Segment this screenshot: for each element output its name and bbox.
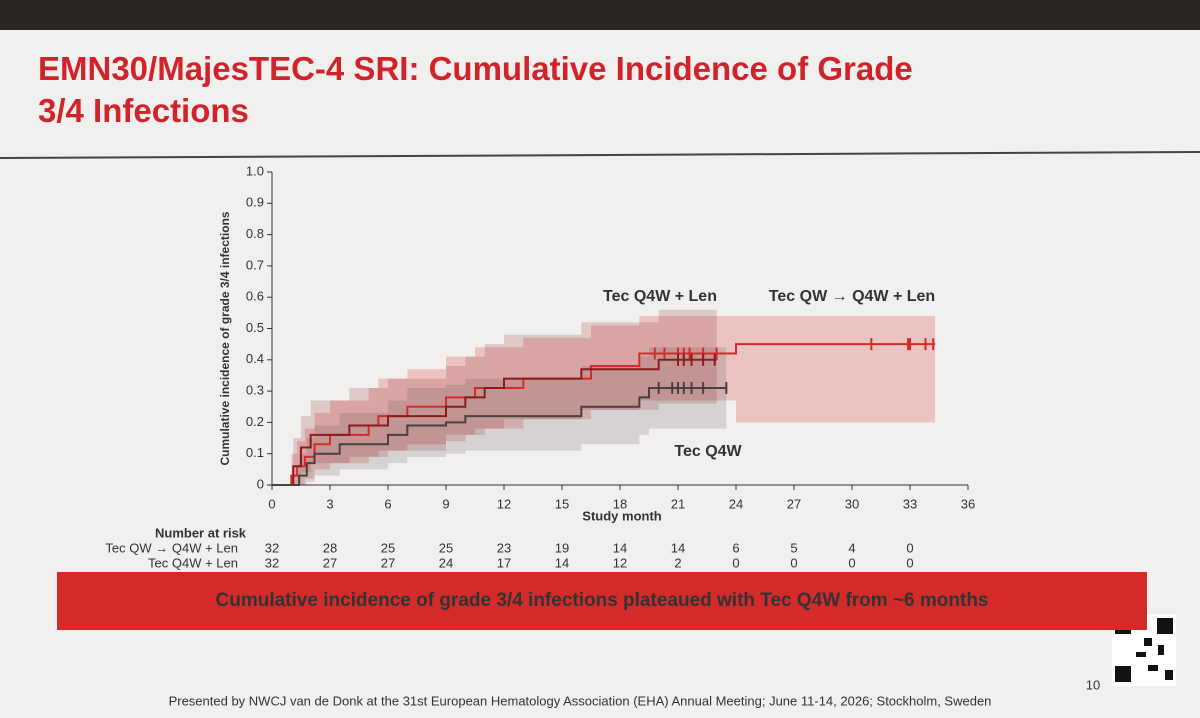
risk-value: 27 [381,555,395,570]
x-tick-label: 0 [268,496,275,511]
y-tick-label: 0.2 [246,414,264,429]
risk-value: 0 [848,555,855,570]
series-label: Tec Q4W [674,443,742,460]
series-label: Tec Q4W + Len [603,288,717,305]
risk-value: 25 [381,540,395,555]
risk-value: 6 [732,540,739,555]
x-tick-label: 27 [787,496,801,511]
x-tick-label: 21 [671,496,685,511]
risk-value: 4 [848,540,855,555]
x-tick-label: 36 [961,496,975,511]
risk-value: 0 [732,555,739,570]
risk-row-label: Tec QW → Q4W + Len [105,540,238,555]
confidence-band [272,315,936,485]
y-tick-label: 0.3 [246,383,264,398]
risk-value: 0 [906,555,913,570]
risk-value: 19 [555,540,569,555]
series-label: Tec QW → Q4W + Len [769,288,935,305]
x-tick-label: 12 [497,496,511,511]
y-tick-label: 0 [257,476,264,491]
x-tick-label: 3 [326,496,333,511]
y-tick-label: 0.8 [246,226,264,241]
y-tick-label: 0.1 [246,445,264,460]
risk-value: 17 [497,555,511,570]
risk-value: 28 [323,540,337,555]
y-tick-label: 1.0 [246,163,264,178]
risk-table-title: Number at risk [155,525,247,540]
y-tick-label: 0.4 [246,351,264,366]
x-tick-label: 18 [613,496,627,511]
y-tick-label: 0.5 [246,320,264,335]
x-axis-label: Study month [582,508,661,523]
risk-value: 24 [439,555,453,570]
km-line [272,358,717,486]
risk-value: 0 [790,555,797,570]
separator [0,151,1200,159]
risk-value: 0 [906,540,913,555]
risk-value: 23 [497,540,511,555]
risk-value: 32 [265,540,279,555]
risk-value: 32 [265,555,279,570]
y-axis-label: Cumulative incidence of grade 3/4 infect… [218,211,232,465]
risk-value: 12 [613,555,627,570]
footer: Presented by NWCJ van de Donk at the 31s… [169,693,992,708]
x-tick-label: 15 [555,496,569,511]
km-line [272,386,727,486]
confidence-band [272,309,717,485]
x-tick-label: 6 [384,496,391,511]
x-tick-label: 24 [729,496,743,511]
page-number: 10 [1086,677,1100,692]
risk-value: 14 [613,540,627,555]
risk-value: 27 [323,555,337,570]
x-tick-label: 9 [442,496,449,511]
banner-text: Cumulative incidence of grade 3/4 infect… [216,590,989,611]
y-tick-label: 0.6 [246,289,264,304]
risk-value: 14 [671,540,685,555]
x-tick-label: 30 [845,496,859,511]
risk-value: 14 [555,555,569,570]
banner-box [57,572,1147,630]
y-tick-label: 0.9 [246,195,264,210]
x-tick-label: 33 [903,496,917,511]
slide-title: EMN30/MajesTEC-4 SRI: Cumulative Inciden… [38,50,913,129]
risk-value: 25 [439,540,453,555]
risk-value: 5 [790,540,797,555]
risk-value: 2 [674,555,681,570]
risk-row-label: Tec Q4W + Len [148,555,238,570]
y-tick-label: 0.7 [246,257,264,272]
